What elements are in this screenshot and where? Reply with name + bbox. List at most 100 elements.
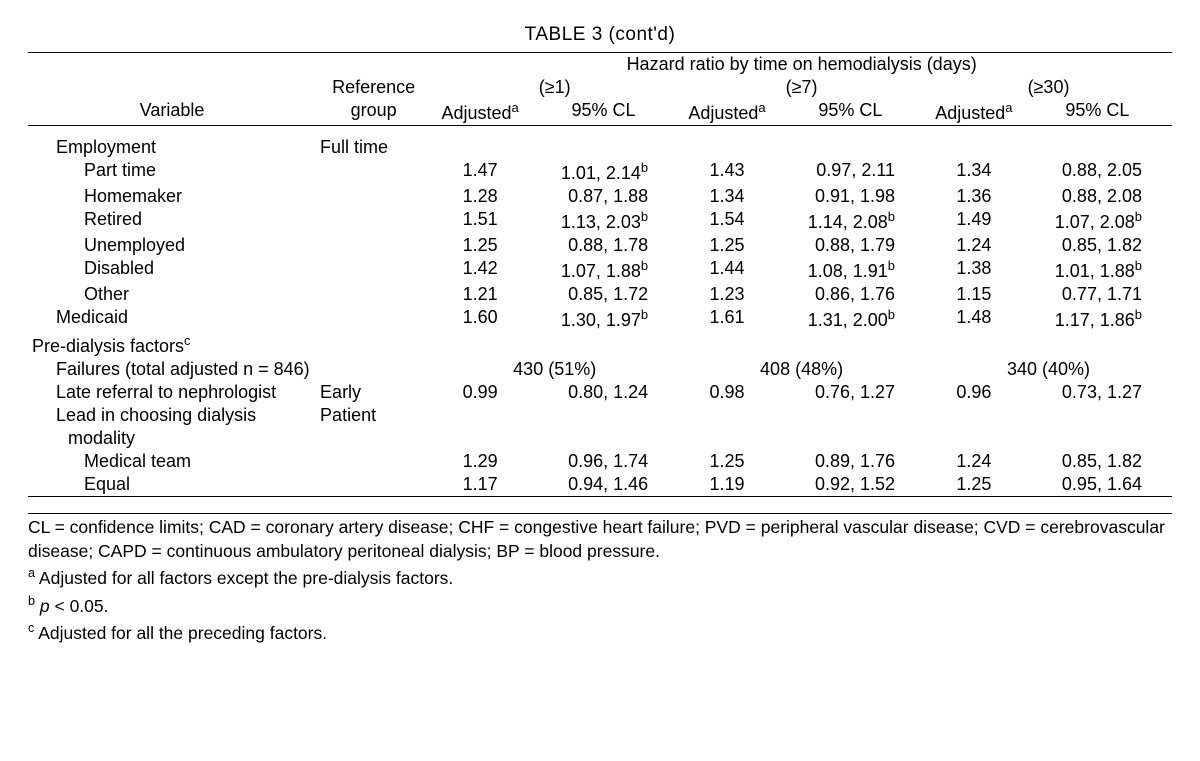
table-row: Pre-dialysis factorsc — [28, 332, 1172, 358]
adj-value: 1.24 — [925, 234, 1023, 257]
adj-value: 1.28 — [431, 185, 529, 208]
section-label: Pre-dialysis factorsc — [28, 332, 1172, 358]
variable-label: Homemaker — [28, 185, 316, 208]
table-title: TABLE 3 (cont'd) — [28, 24, 1172, 46]
adj-value: 1.54 — [678, 208, 776, 234]
cl-value: 0.87, 1.88 — [529, 185, 678, 208]
table-row: Other 1.21 0.85, 1.72 1.23 0.86, 1.76 1.… — [28, 283, 1172, 306]
table-row: Retired 1.51 1.13, 2.03b 1.54 1.14, 2.08… — [28, 208, 1172, 234]
adj-value: 1.36 — [925, 185, 1023, 208]
header-range-3: (≥30) — [925, 76, 1172, 99]
header-adj-2: Adjusteda — [678, 99, 776, 126]
cl-value: 0.89, 1.76 — [776, 450, 925, 473]
variable-label: Equal — [28, 473, 316, 497]
header-adj-3: Adjusteda — [925, 99, 1023, 126]
cl-value: 0.94, 1.46 — [529, 473, 678, 497]
footnote-abbrev: CL = confidence limits; CAD = coronary a… — [28, 516, 1172, 563]
table-row: Employment Full time — [28, 136, 1172, 159]
cl-value: 0.73, 1.27 — [1023, 381, 1172, 404]
variable-label: Disabled — [28, 257, 316, 283]
adj-value: 1.51 — [431, 208, 529, 234]
footnote-a: a Adjusted for all factors except the pr… — [28, 565, 1172, 590]
adj-value: 1.49 — [925, 208, 1023, 234]
adj-value: 1.34 — [925, 159, 1023, 185]
adj-value: 1.23 — [678, 283, 776, 306]
reference-group — [316, 185, 431, 208]
adj-value: 1.25 — [431, 234, 529, 257]
header-range-2: (≥7) — [678, 76, 925, 99]
footnotes: CL = confidence limits; CAD = coronary a… — [28, 513, 1172, 646]
header-variable: Variable — [28, 99, 316, 126]
reference-group: Full time — [316, 136, 431, 159]
reference-group — [316, 208, 431, 234]
footnote-b: b p < 0.05. — [28, 593, 1172, 618]
cl-value: 0.95, 1.64 — [1023, 473, 1172, 497]
cl-value: 1.31, 2.00b — [776, 306, 925, 332]
table-row: Late referral to nephrologist Early 0.99… — [28, 381, 1172, 404]
failures-cell: 408 (48%) — [678, 358, 925, 381]
data-table: Hazard ratio by time on hemodialysis (da… — [28, 52, 1172, 507]
table-row: Medical team 1.29 0.96, 1.74 1.25 0.89, … — [28, 450, 1172, 473]
reference-group: Early — [316, 381, 431, 404]
adj-value: 1.44 — [678, 257, 776, 283]
table-row: Homemaker 1.28 0.87, 1.88 1.34 0.91, 1.9… — [28, 185, 1172, 208]
cl-value: 0.86, 1.76 — [776, 283, 925, 306]
adj-value: 1.21 — [431, 283, 529, 306]
cl-value: 0.92, 1.52 — [776, 473, 925, 497]
header-cl-1: 95% CL — [529, 99, 678, 126]
cl-value: 0.88, 2.05 — [1023, 159, 1172, 185]
reference-group — [316, 283, 431, 306]
cl-value: 0.88, 1.78 — [529, 234, 678, 257]
adj-value: 0.96 — [925, 381, 1023, 404]
adj-value: 1.34 — [678, 185, 776, 208]
cl-value: 0.85, 1.82 — [1023, 234, 1172, 257]
adj-value: 1.38 — [925, 257, 1023, 283]
adj-value: 1.47 — [431, 159, 529, 185]
table-row: modality — [28, 427, 1172, 450]
variable-label: Employment — [28, 136, 316, 159]
failures-cell: 340 (40%) — [925, 358, 1172, 381]
cl-value: 1.13, 2.03b — [529, 208, 678, 234]
table-body: Employment Full time Part time 1.47 1.01… — [28, 126, 1172, 508]
reference-group — [316, 450, 431, 473]
cl-value: 1.07, 2.08b — [1023, 208, 1172, 234]
reference-group — [316, 306, 431, 332]
cl-value: 1.17, 1.86b — [1023, 306, 1172, 332]
header-ref-top: Reference — [316, 76, 431, 99]
cl-value: 0.96, 1.74 — [529, 450, 678, 473]
header-span: Hazard ratio by time on hemodialysis (da… — [431, 53, 1172, 77]
adj-value: 1.48 — [925, 306, 1023, 332]
footnote-c: c Adjusted for all the preceding factors… — [28, 620, 1172, 645]
cl-value: 1.30, 1.97b — [529, 306, 678, 332]
variable-label: Medicaid — [28, 306, 316, 332]
table-row: Lead in choosing dialysis Patient — [28, 404, 1172, 427]
variable-label: Late referral to nephrologist — [28, 381, 316, 404]
cl-value: 0.85, 1.82 — [1023, 450, 1172, 473]
adj-value: 1.15 — [925, 283, 1023, 306]
variable-label: Failures (total adjusted n = 846) — [28, 358, 316, 381]
table-row: Medicaid 1.60 1.30, 1.97b 1.61 1.31, 2.0… — [28, 306, 1172, 332]
header-cl-3: 95% CL — [1023, 99, 1172, 126]
cl-value: 1.14, 2.08b — [776, 208, 925, 234]
variable-label: Lead in choosing dialysis — [28, 404, 316, 427]
adj-value: 1.25 — [678, 450, 776, 473]
cl-value: 1.08, 1.91b — [776, 257, 925, 283]
table-row: Failures (total adjusted n = 846) 430 (5… — [28, 358, 1172, 381]
table-row: Disabled 1.42 1.07, 1.88b 1.44 1.08, 1.9… — [28, 257, 1172, 283]
table-row: Equal 1.17 0.94, 1.46 1.19 0.92, 1.52 1.… — [28, 473, 1172, 497]
adj-value: 1.42 — [431, 257, 529, 283]
adj-value: 0.98 — [678, 381, 776, 404]
variable-label: Part time — [28, 159, 316, 185]
adj-value: 1.60 — [431, 306, 529, 332]
adj-value: 1.19 — [678, 473, 776, 497]
variable-label: Medical team — [28, 450, 316, 473]
cl-value: 1.07, 1.88b — [529, 257, 678, 283]
reference-group — [316, 257, 431, 283]
cl-value: 0.80, 1.24 — [529, 381, 678, 404]
adj-value: 1.61 — [678, 306, 776, 332]
adj-value: 1.25 — [925, 473, 1023, 497]
adj-value: 0.99 — [431, 381, 529, 404]
adj-value: 1.17 — [431, 473, 529, 497]
cl-value: 0.88, 2.08 — [1023, 185, 1172, 208]
adj-value: 1.24 — [925, 450, 1023, 473]
